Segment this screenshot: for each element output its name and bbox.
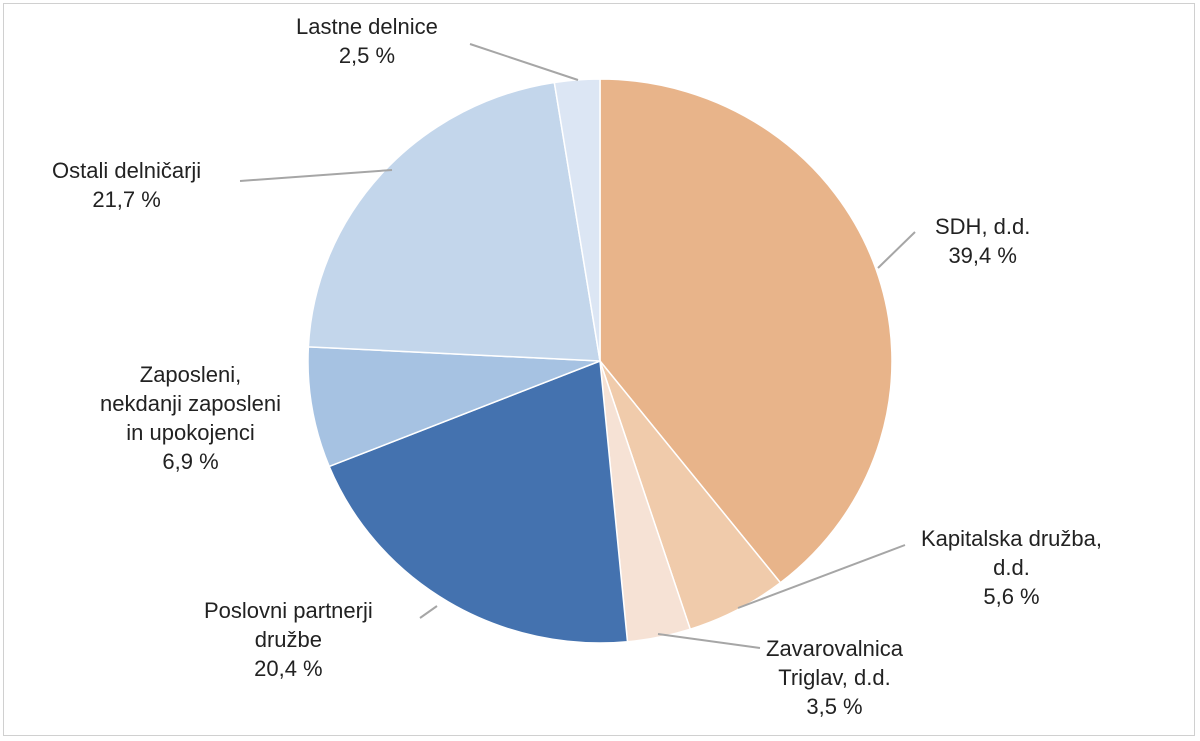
leader-line	[239, 169, 393, 182]
slice-name: Zaposleni,	[139, 362, 242, 387]
slice-name: Kapitalska družba,	[921, 526, 1102, 551]
slice-value: 3,5 %	[806, 694, 863, 719]
slice-value: 2,5 %	[338, 43, 396, 68]
leader-line	[737, 544, 906, 609]
slice-value: 39,4 %	[948, 243, 1017, 268]
chart-border	[3, 3, 1195, 736]
label-zavarovalnica: Zavarovalnica Triglav, d.d. 3,5 %	[766, 634, 903, 721]
slice-name: nekdanji zaposleni	[100, 391, 282, 416]
slice-name: in upokojenci	[126, 420, 255, 445]
slice-value: 21,7 %	[92, 187, 161, 212]
slice-name: Ostali delničarji	[52, 158, 202, 183]
leader-line	[657, 633, 761, 649]
slice-value: 20,4 %	[254, 656, 323, 681]
slice-name: d.d.	[993, 555, 1030, 580]
pie-slice	[307, 81, 601, 362]
label-sdh: SDH, d.d. 39,4 %	[935, 212, 1030, 270]
slice-name: SDH, d.d.	[935, 214, 1031, 239]
label-ostali: Ostali delničarji 21,7 %	[52, 156, 201, 214]
leader-line	[469, 43, 579, 81]
slice-name: Zavarovalnica	[766, 636, 903, 661]
leader-line	[877, 231, 916, 269]
slice-value: 5,6 %	[983, 584, 1040, 609]
pie-slice	[599, 78, 893, 584]
label-zaposleni: Zaposleni, nekdanji zaposleni in upokoje…	[100, 360, 281, 476]
label-kapitalska: Kapitalska družba, d.d. 5,6 %	[921, 524, 1102, 611]
slice-name: Triglav, d.d.	[778, 665, 891, 690]
slice-name: Lastne delnice	[296, 14, 438, 39]
slice-name: Poslovni partnerji	[204, 598, 373, 623]
pie-slice	[307, 346, 601, 468]
label-lastne: Lastne delnice 2,5 %	[296, 12, 438, 70]
label-poslovni: Poslovni partnerji družbe 20,4 %	[204, 596, 373, 683]
pie-slice	[328, 359, 629, 644]
leader-line	[419, 605, 438, 619]
slice-name: družbe	[254, 627, 323, 652]
slice-value: 6,9 %	[162, 449, 219, 474]
